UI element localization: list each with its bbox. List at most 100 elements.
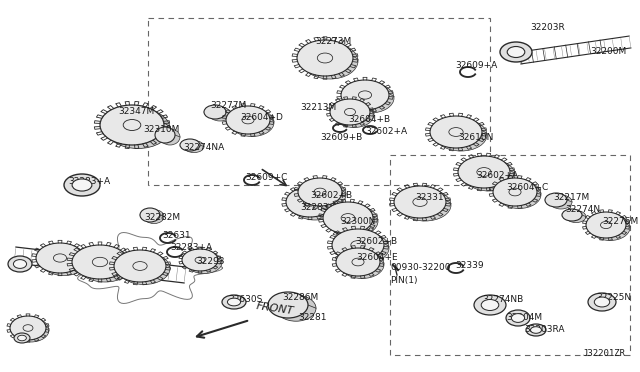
Ellipse shape bbox=[227, 298, 241, 306]
Ellipse shape bbox=[8, 256, 32, 272]
Text: PIN(1): PIN(1) bbox=[390, 276, 417, 285]
Ellipse shape bbox=[291, 190, 339, 220]
Ellipse shape bbox=[230, 109, 274, 137]
Text: 32300N: 32300N bbox=[340, 218, 376, 227]
Ellipse shape bbox=[180, 139, 200, 151]
Ellipse shape bbox=[550, 195, 572, 209]
Ellipse shape bbox=[222, 295, 246, 309]
Text: J32201ZR: J32201ZR bbox=[582, 349, 625, 358]
Ellipse shape bbox=[226, 106, 270, 134]
Text: 32213M: 32213M bbox=[300, 103, 336, 112]
Text: 32203RA: 32203RA bbox=[524, 326, 564, 334]
Ellipse shape bbox=[302, 43, 358, 79]
Text: 32203R: 32203R bbox=[530, 23, 564, 32]
Text: 32283+A: 32283+A bbox=[170, 244, 212, 253]
Text: 32274NB: 32274NB bbox=[482, 295, 524, 305]
Text: 32331: 32331 bbox=[415, 193, 444, 202]
Ellipse shape bbox=[209, 107, 231, 121]
Text: 32604+B: 32604+B bbox=[348, 115, 390, 125]
Ellipse shape bbox=[595, 297, 610, 307]
Text: 32274N: 32274N bbox=[565, 205, 600, 215]
Text: FRONT: FRONT bbox=[255, 301, 294, 316]
Ellipse shape bbox=[14, 333, 30, 343]
Ellipse shape bbox=[506, 310, 530, 326]
Ellipse shape bbox=[394, 186, 446, 218]
Text: 32602+A: 32602+A bbox=[476, 170, 518, 180]
Ellipse shape bbox=[430, 116, 482, 148]
Ellipse shape bbox=[140, 208, 160, 222]
Ellipse shape bbox=[463, 159, 515, 191]
Ellipse shape bbox=[590, 215, 630, 241]
Text: 32602+B: 32602+B bbox=[310, 190, 352, 199]
Text: 32609+B: 32609+B bbox=[320, 134, 362, 142]
Ellipse shape bbox=[399, 189, 451, 221]
Text: 32283+A: 32283+A bbox=[68, 177, 110, 186]
Bar bbox=[148, 18, 490, 185]
Bar bbox=[390, 155, 630, 355]
Ellipse shape bbox=[586, 212, 626, 238]
Ellipse shape bbox=[40, 246, 88, 276]
Ellipse shape bbox=[155, 127, 175, 143]
Ellipse shape bbox=[500, 42, 532, 62]
Ellipse shape bbox=[18, 335, 26, 341]
Ellipse shape bbox=[341, 80, 389, 110]
Ellipse shape bbox=[100, 105, 164, 145]
Ellipse shape bbox=[511, 314, 525, 323]
Ellipse shape bbox=[330, 99, 370, 125]
Ellipse shape bbox=[336, 248, 380, 276]
Text: 32310M: 32310M bbox=[143, 125, 179, 135]
Ellipse shape bbox=[10, 316, 46, 340]
Text: 32276M: 32276M bbox=[602, 218, 638, 227]
Ellipse shape bbox=[332, 229, 384, 261]
Ellipse shape bbox=[526, 324, 546, 336]
Ellipse shape bbox=[160, 129, 180, 145]
Text: 32609+A: 32609+A bbox=[455, 61, 497, 70]
Ellipse shape bbox=[302, 180, 346, 208]
Ellipse shape bbox=[186, 251, 222, 273]
Ellipse shape bbox=[337, 232, 389, 264]
Ellipse shape bbox=[204, 105, 226, 119]
Ellipse shape bbox=[497, 180, 541, 208]
Ellipse shape bbox=[562, 209, 582, 221]
Text: 32273M: 32273M bbox=[315, 38, 351, 46]
Text: 32277M: 32277M bbox=[210, 100, 246, 109]
Ellipse shape bbox=[458, 156, 510, 188]
Text: 00930-32200: 00930-32200 bbox=[390, 263, 451, 273]
Text: 32631: 32631 bbox=[162, 231, 191, 240]
Ellipse shape bbox=[114, 250, 166, 282]
Ellipse shape bbox=[268, 292, 308, 318]
Ellipse shape bbox=[323, 202, 373, 234]
Ellipse shape bbox=[77, 248, 133, 282]
Text: 32630S: 32630S bbox=[228, 295, 262, 305]
Text: 32204M: 32204M bbox=[506, 314, 542, 323]
Ellipse shape bbox=[297, 40, 353, 76]
Text: 32609+C: 32609+C bbox=[245, 173, 287, 183]
Text: 32217M: 32217M bbox=[553, 193, 589, 202]
Ellipse shape bbox=[493, 178, 537, 206]
Ellipse shape bbox=[286, 187, 334, 217]
Ellipse shape bbox=[334, 102, 374, 128]
Ellipse shape bbox=[72, 245, 128, 279]
Text: 32604+D: 32604+D bbox=[240, 113, 283, 122]
Ellipse shape bbox=[72, 179, 92, 191]
Ellipse shape bbox=[435, 119, 487, 151]
Ellipse shape bbox=[507, 46, 525, 58]
Text: 32610N: 32610N bbox=[458, 134, 493, 142]
Text: 32604+C: 32604+C bbox=[506, 183, 548, 192]
Ellipse shape bbox=[545, 193, 567, 207]
Text: 32200M: 32200M bbox=[590, 48, 627, 57]
Ellipse shape bbox=[346, 83, 394, 113]
Ellipse shape bbox=[118, 253, 170, 285]
Ellipse shape bbox=[36, 243, 84, 273]
Ellipse shape bbox=[566, 211, 586, 222]
Text: 32602+B: 32602+B bbox=[355, 237, 397, 247]
Ellipse shape bbox=[64, 174, 100, 196]
Ellipse shape bbox=[481, 299, 499, 311]
Ellipse shape bbox=[588, 293, 616, 311]
Text: 32282M: 32282M bbox=[144, 214, 180, 222]
Ellipse shape bbox=[474, 295, 506, 315]
Ellipse shape bbox=[184, 141, 204, 153]
Text: 32339: 32339 bbox=[455, 260, 484, 269]
Text: 32604+E: 32604+E bbox=[356, 253, 397, 263]
Ellipse shape bbox=[531, 327, 541, 333]
